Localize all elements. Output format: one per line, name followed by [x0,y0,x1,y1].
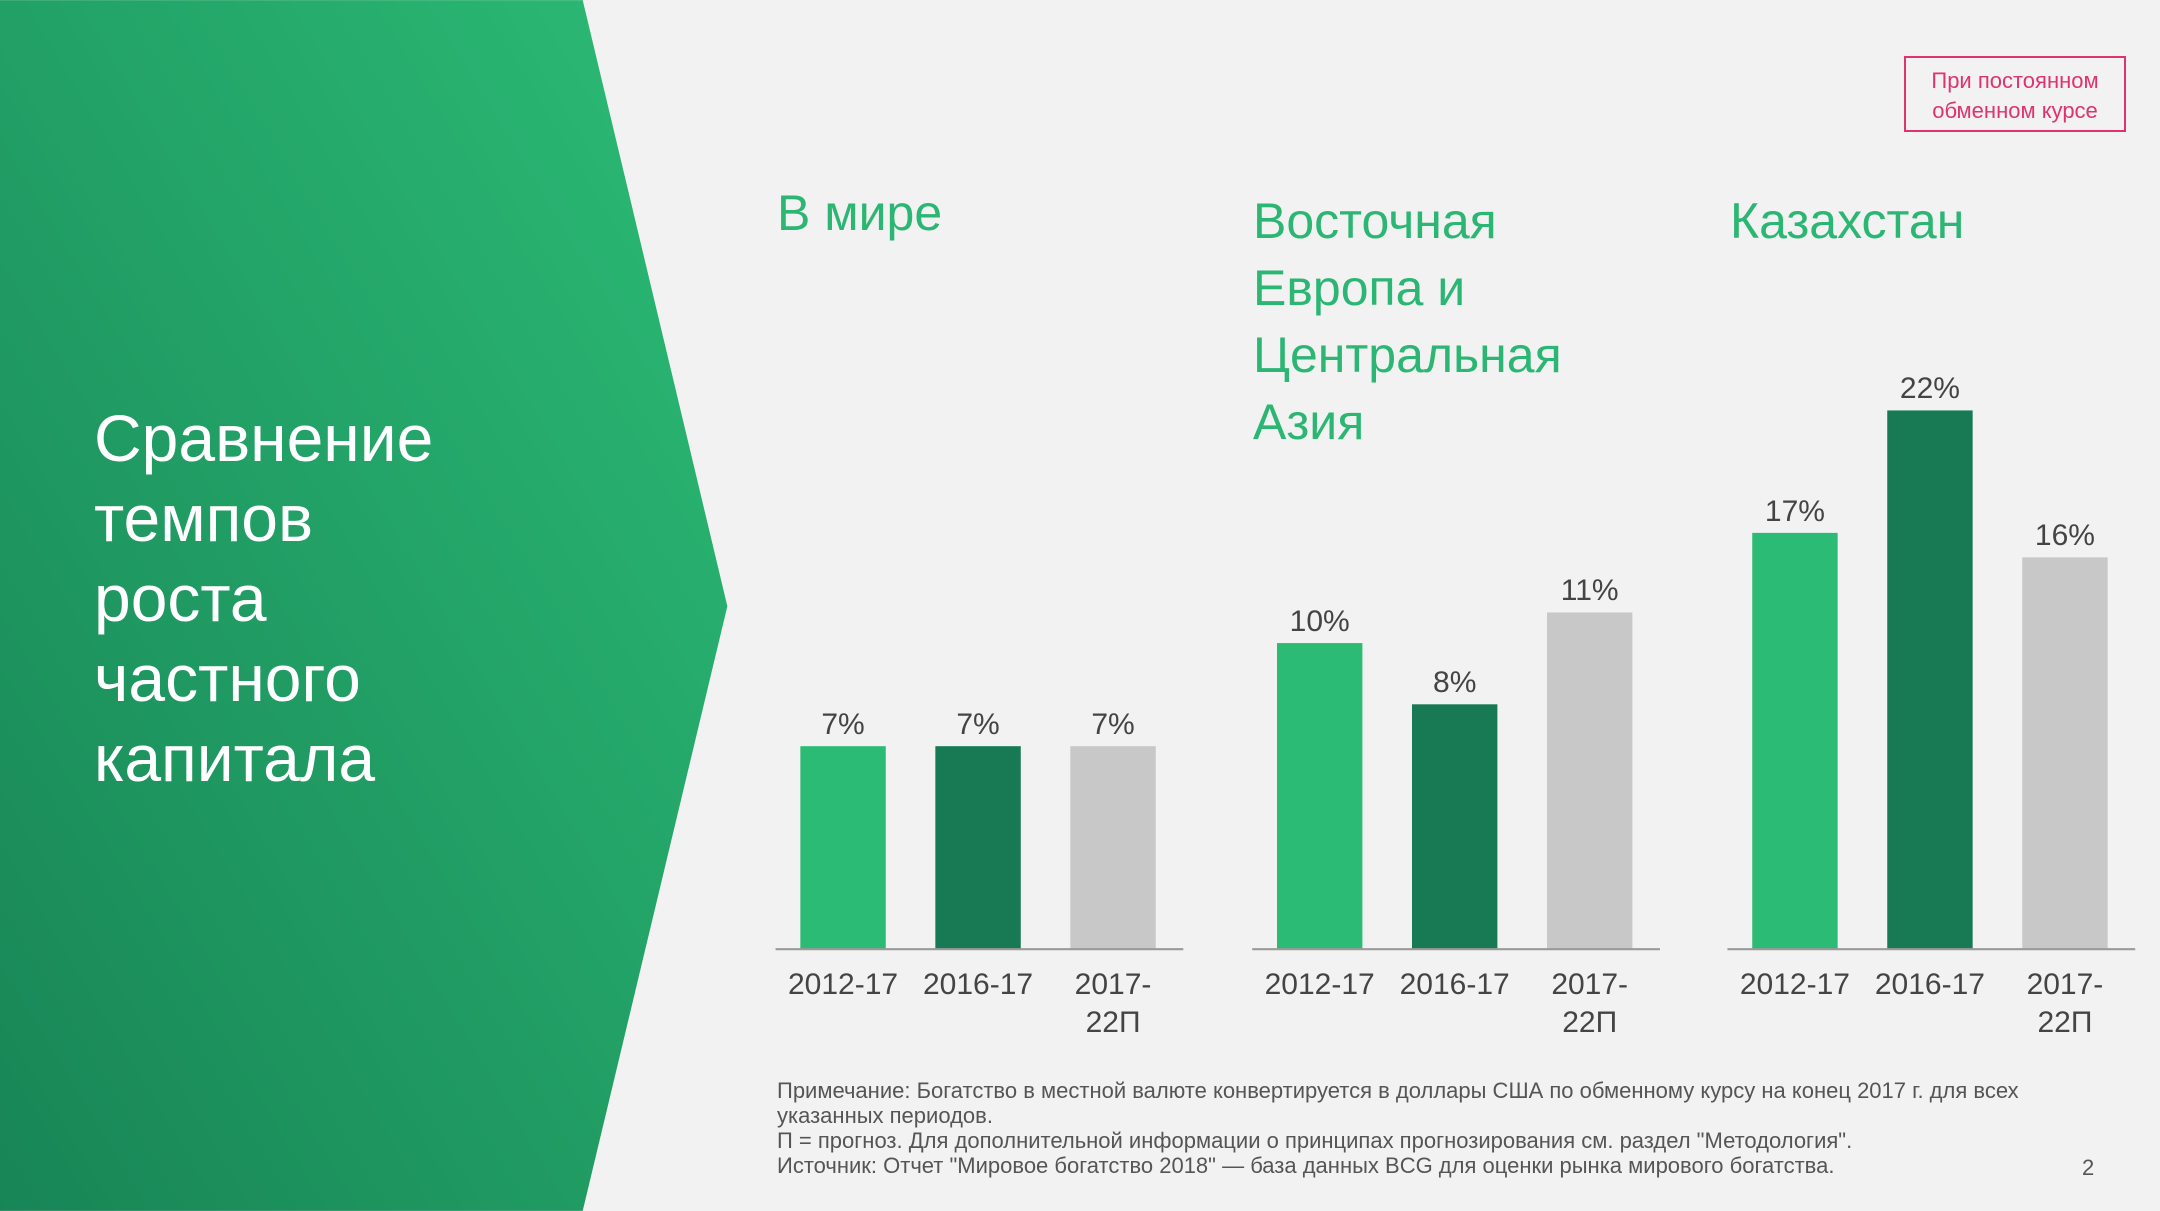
value-label: 22% [1899,372,1960,406]
x-tick-label: 2016-17 [1874,967,1985,1001]
value-label: 7% [1091,707,1135,741]
value-label: 11% [1560,574,1619,608]
notes: Примечание: Богатство в местной валюте к… [777,1078,2107,1178]
bar [800,746,886,950]
x-tick-label: 2017-22П [1551,967,1629,1039]
x-tick-label: 2012-17 [787,967,899,1001]
chart-title: В мире [777,185,943,241]
chart-title: Восточная Европа и Центральная Азия [1253,193,1562,450]
value-label: 17% [1764,494,1825,528]
bar [935,746,1021,950]
bar [1276,643,1363,950]
value-label: 16% [2034,519,2095,553]
bar [1070,746,1156,950]
bar [1411,704,1498,950]
x-tick-label: 2016-17 [1399,967,1510,1001]
x-tick-label: 2017-22П [2026,967,2104,1039]
value-label: 7% [821,707,865,741]
page-number: 2 [2082,1155,2095,1180]
green-panel [0,0,728,1211]
bar [2022,557,2108,950]
note: Примечание: Богатство в местной валюте к… [777,1078,2019,1128]
badge: При постоянном обменном курсе [1904,56,2126,132]
note: Источник: Отчет "Мировое богатство 2018"… [777,1153,1835,1178]
bar [1546,612,1633,950]
chart-title: Казахстан [1730,193,1965,249]
x-tick-label: 2016-17 [922,967,1034,1001]
value-label: 7% [956,707,1000,741]
note: П = прогноз. Для дополнительной информац… [777,1128,1853,1153]
bar [1752,532,1838,950]
x-tick-label: 2012-17 [1739,967,1850,1001]
slide-title: Сравнение темпов роста частного капитала [94,401,434,795]
value-label: 10% [1289,604,1350,638]
bar [1887,410,1973,950]
value-label: 8% [1433,666,1477,700]
x-tick-label: 2012-17 [1264,967,1375,1001]
x-tick-label: 2017-22П [1074,967,1152,1039]
